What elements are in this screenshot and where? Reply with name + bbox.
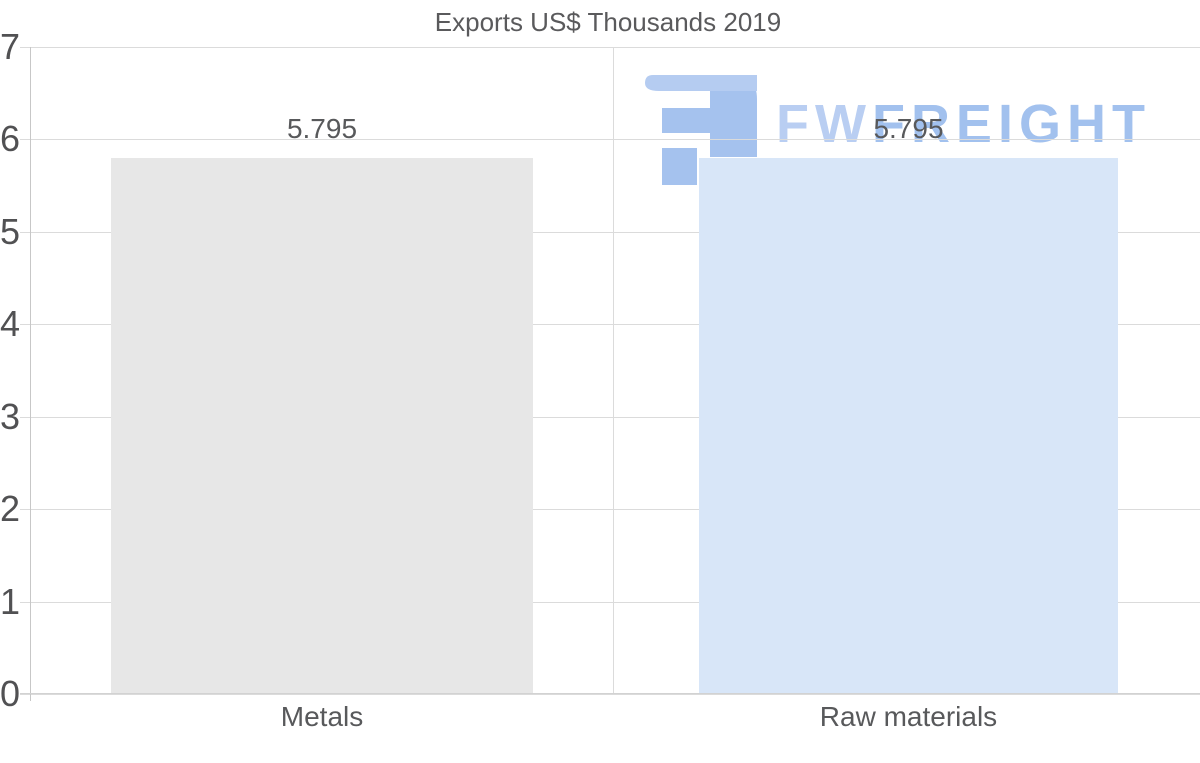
y-axis-tick-label: 4 (0, 303, 21, 345)
fwfreight-logo-icon (645, 75, 757, 185)
y-axis-tick-label: 5 (0, 210, 21, 252)
y-gridline (20, 601, 1200, 603)
value-label-metals: 5.795 (286, 113, 358, 144)
y-axis-line (30, 47, 31, 701)
fwfreight-logo-text-freight: FREIGHT (871, 94, 1151, 154)
y-axis-tick-label: 2 (0, 488, 21, 530)
y-axis-tick-label: 1 (0, 580, 21, 622)
value-label-raw-materials: 5.795 (873, 113, 944, 144)
bar-raw-materials[interactable] (699, 158, 1118, 694)
y-gridline (20, 694, 1200, 695)
x-axis-label-metals: Metals (280, 701, 364, 732)
y-axis-tick-label: 6 (0, 118, 21, 160)
y-gridline (20, 47, 1200, 48)
y-gridline (20, 231, 1200, 233)
x-axis-label-raw-materials: Raw materials (819, 701, 998, 732)
y-axis-tick-label: 0 (0, 673, 21, 714)
y-gridline (20, 324, 1200, 326)
y-gridline (20, 139, 1200, 141)
fwfreight-logo-text-fw: FW (776, 94, 872, 154)
chart-title: Exports US$ Thousands 2019 (434, 7, 782, 37)
fwfreight-logo-text: FWFREIGHT (776, 97, 1151, 151)
y-gridline (20, 509, 1200, 511)
y-axis-tick-label: 7 (0, 26, 21, 67)
y-gridline (20, 416, 1200, 418)
bar-metals[interactable] (111, 158, 533, 694)
x-axis-line (20, 693, 1200, 694)
category-separator-gridline (613, 47, 614, 694)
y-axis-tick-label: 3 (0, 395, 21, 437)
